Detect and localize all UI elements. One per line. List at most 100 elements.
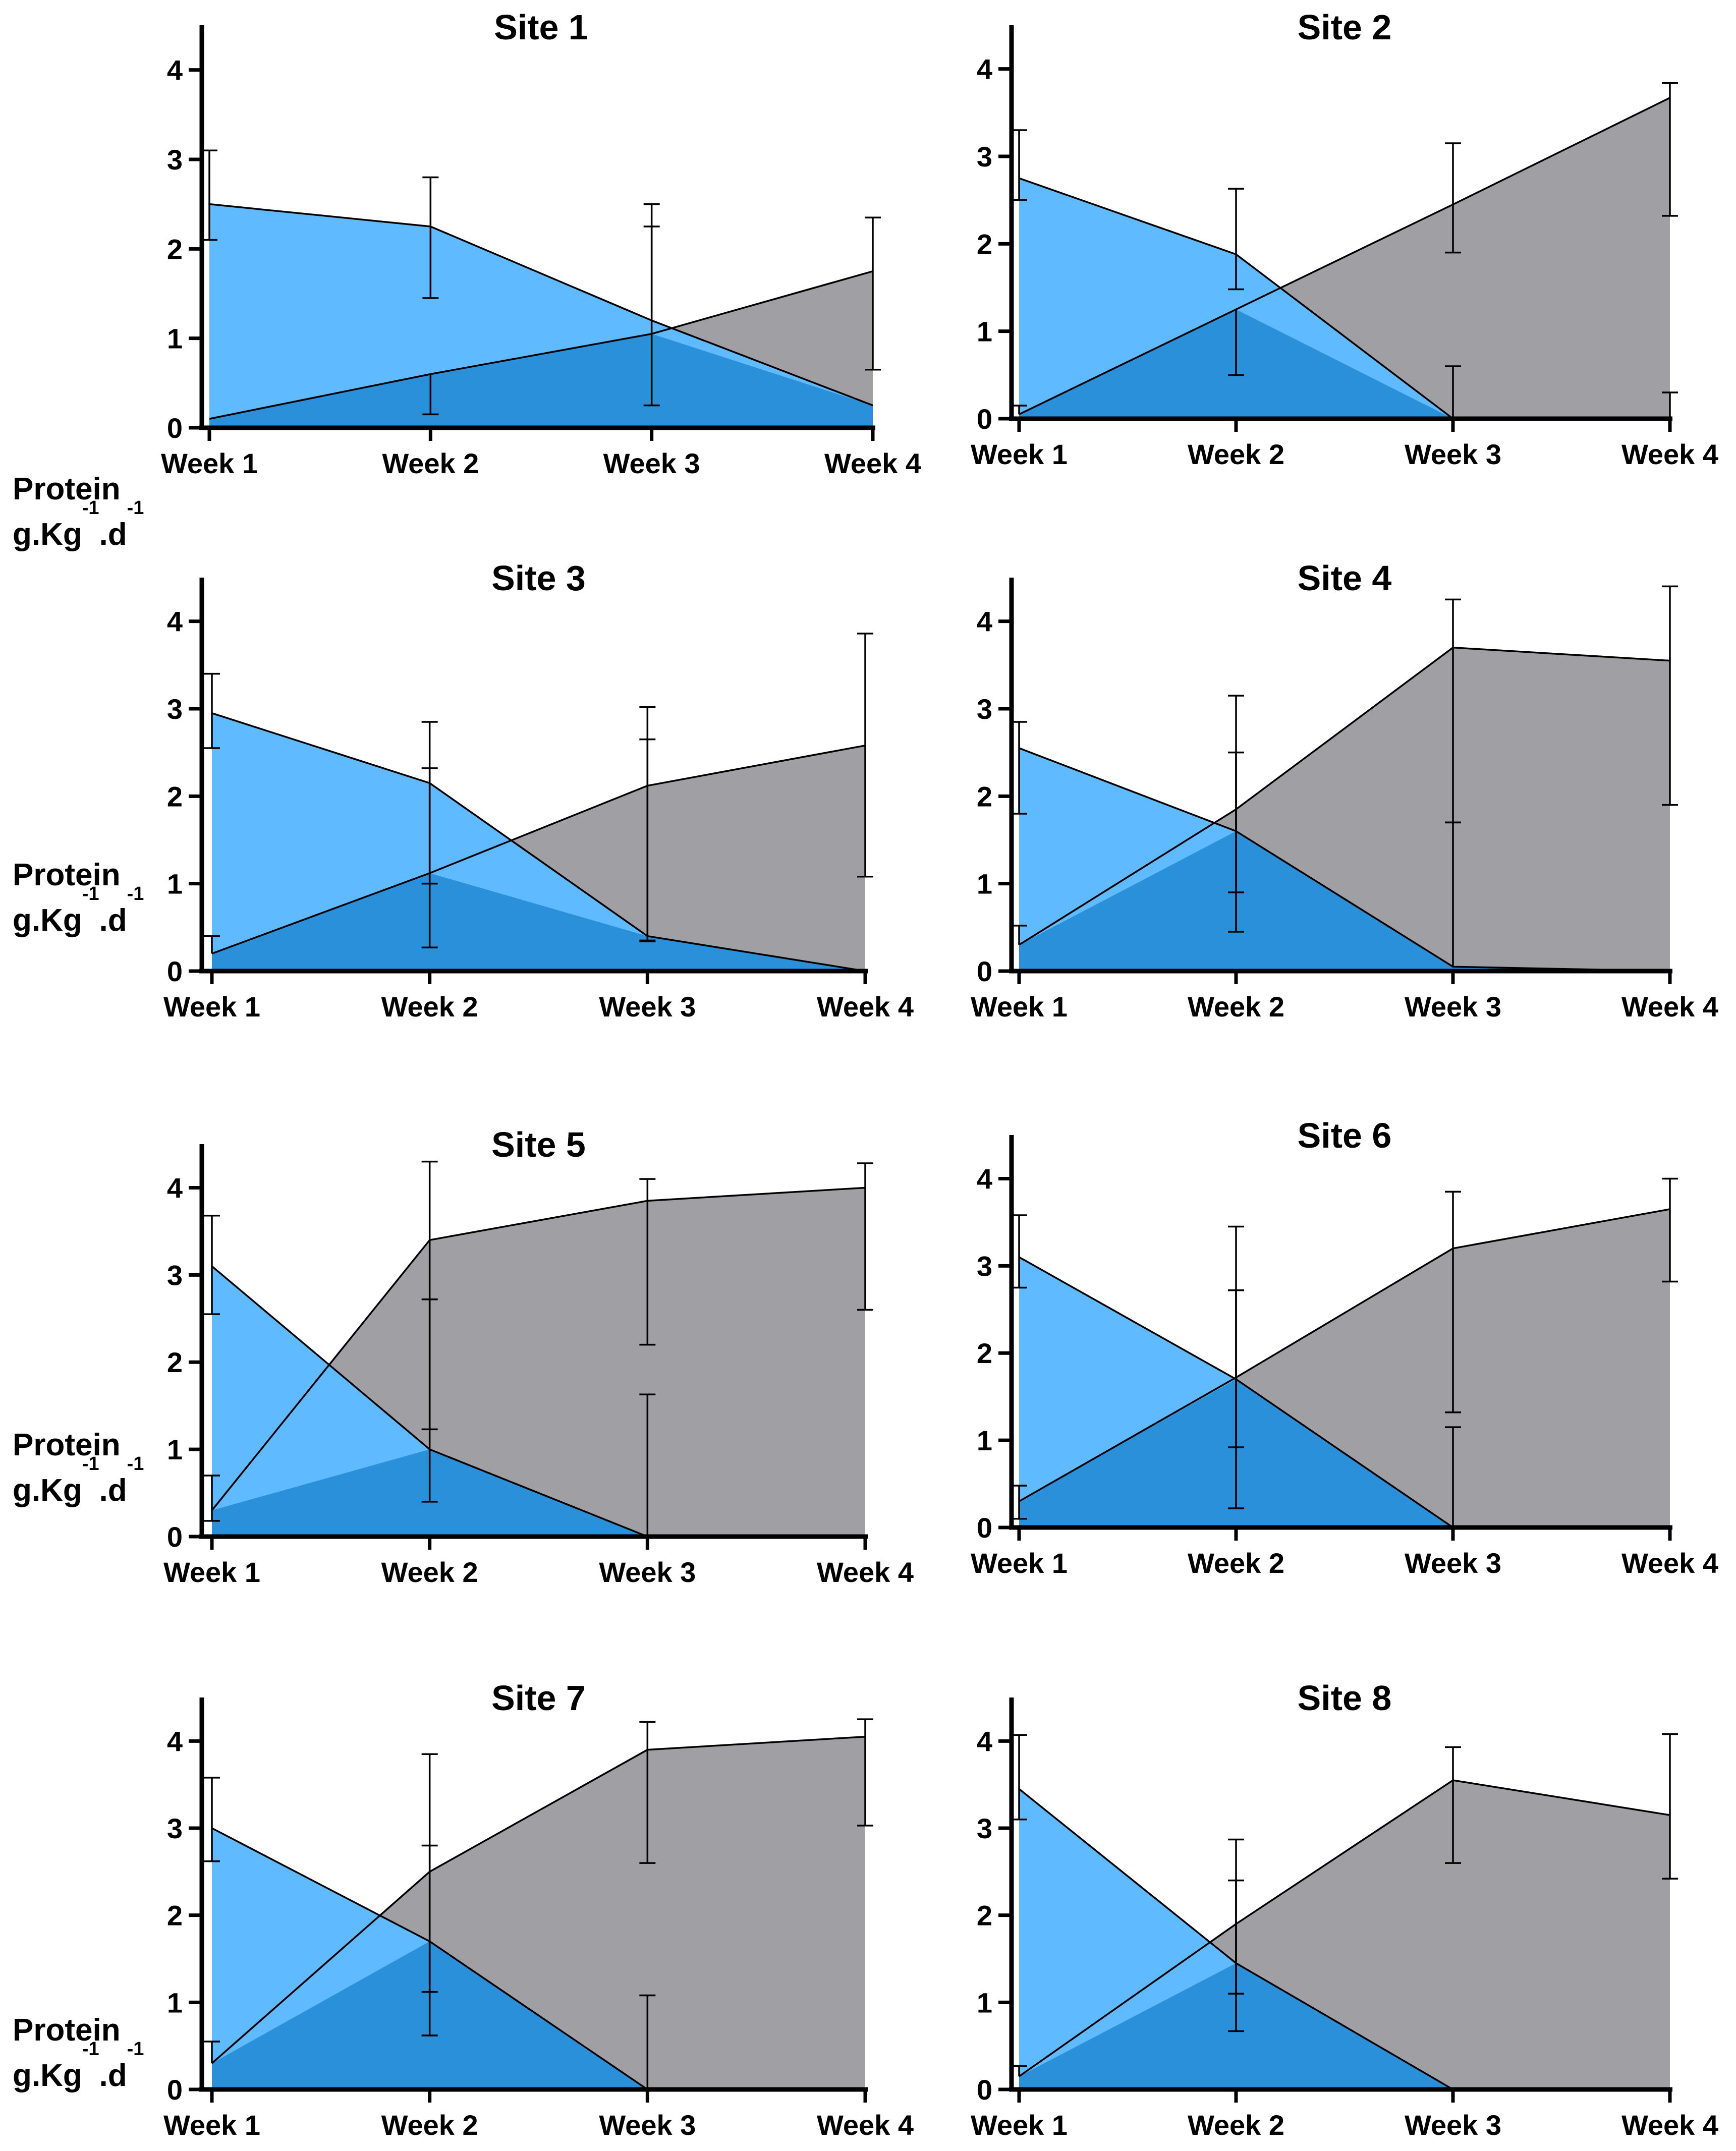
chart-title: Site 2 — [1298, 8, 1392, 47]
y-tick-label: 0 — [977, 1512, 992, 1544]
x-tick-label: Week 2 — [1188, 1547, 1284, 1579]
y-tick-label: 4 — [167, 606, 183, 638]
y-tick-label: 0 — [977, 955, 992, 987]
y-tick-label: 3 — [977, 141, 992, 173]
y-tick-label: 2 — [977, 1900, 992, 1932]
y-tick-label: 4 — [167, 1172, 183, 1204]
chart-panel-8: 0 1 2 3 4 Week 1 Week 2 Week 3 Week 4 Site 8 — [971, 1678, 1718, 2141]
line-series-b — [211, 745, 866, 954]
x-tick-label: Week 2 — [381, 2109, 478, 2141]
y-tick-label: 2 — [977, 228, 992, 260]
chart-panel-7: 0 1 2 3 4 Week 1 Week 2 Week 3 Week 4 Site 7 — [163, 1678, 914, 2141]
error-bar-series-b-3 — [1445, 598, 1461, 824]
error-bar-series-b-4 — [1662, 1733, 1678, 1880]
error-bar-series-a-3 — [639, 1393, 656, 1537]
error-bar-series-b-2 — [1228, 1879, 1244, 1995]
error-bar-series-a-1 — [204, 1777, 220, 1862]
error-bar-series-b-4 — [1662, 585, 1678, 806]
error-bar-series-a-2 — [1228, 188, 1244, 291]
chart-title: Site 3 — [491, 558, 586, 598]
error-bar-series-b-3 — [1445, 1191, 1461, 1413]
chart-title: Site 8 — [1298, 1678, 1392, 1718]
error-bar-series-b-3 — [639, 1721, 656, 1864]
x-tick-label: Week 1 — [163, 1556, 260, 1588]
error-bar-series-a-1 — [204, 672, 220, 749]
y-tick-label: 2 — [977, 780, 992, 812]
y-tick-label: 3 — [977, 1813, 992, 1844]
error-bar-series-b-4 — [857, 1162, 873, 1311]
error-bar-series-b-4 — [857, 633, 873, 878]
error-bar-series-b-1 — [204, 2041, 220, 2064]
x-tick-label: Week 4 — [817, 991, 914, 1023]
error-bar-series-a-1 — [204, 1215, 220, 1315]
y-tick-label: 0 — [977, 2074, 992, 2106]
chart-title: Site 4 — [1298, 558, 1392, 598]
x-tick-label: Week 4 — [817, 1556, 914, 1588]
area-overlap — [1019, 309, 1670, 419]
x-tick-label: Week 1 — [163, 991, 260, 1023]
y-tick-label: 2 — [167, 233, 183, 265]
error-bar-series-b-4 — [1662, 82, 1678, 217]
x-tick-label: Week 4 — [1621, 2109, 1718, 2141]
y-tick-label: 3 — [977, 1250, 992, 1282]
error-bar-series-b-4 — [857, 1718, 873, 1827]
y-axis-label-units: g.Kg-1.d-1 — [13, 1453, 144, 1508]
y-tick-label: 0 — [167, 1521, 183, 1553]
x-tick-label: Week 4 — [1621, 438, 1718, 470]
x-tick-label: Week 2 — [1188, 2109, 1284, 2141]
x-tick-label: Week 4 — [824, 447, 921, 479]
x-tick-label: Week 3 — [1405, 991, 1501, 1023]
chart-title: Site 6 — [1298, 1116, 1392, 1155]
y-tick-label: 3 — [167, 693, 183, 725]
error-bar-series-b-2 — [422, 374, 439, 416]
x-tick-label: Week 1 — [971, 991, 1068, 1023]
x-tick-label: Week 4 — [817, 2109, 914, 2141]
error-bar-series-b-2 — [1228, 1289, 1244, 1509]
chart-panel-3: 0 1 2 3 4 Week 1 Week 2 Week 3 Week 4 Site 3 — [163, 558, 914, 1023]
y-tick-label: 4 — [167, 1725, 183, 1757]
y-tick-label: 3 — [167, 1813, 183, 1844]
line-series-b — [209, 270, 873, 420]
y-axis-label-3: Protein g.Kg-1.d-1 — [13, 1423, 144, 1513]
x-tick-label: Week 2 — [381, 1556, 478, 1588]
y-tick-label: 1 — [977, 1425, 992, 1456]
y-tick-label: 2 — [167, 780, 183, 812]
y-tick-label: 1 — [167, 868, 183, 900]
x-tick-label: Week 1 — [971, 438, 1068, 470]
y-tick-label: 1 — [977, 868, 992, 900]
x-tick-label: Week 2 — [1188, 438, 1284, 470]
y-tick-label: 4 — [167, 54, 183, 86]
y-tick-label: 4 — [977, 1163, 992, 1195]
x-tick-label: Week 3 — [599, 2109, 696, 2141]
x-tick-label: Week 1 — [971, 2109, 1068, 2141]
error-bar-series-b-3 — [1445, 142, 1461, 254]
error-bar-series-b-2 — [1228, 309, 1244, 376]
y-axis-label-line1: Protein — [13, 472, 121, 506]
error-bar-series-b-3 — [1445, 1746, 1461, 1864]
line-series-b — [211, 1735, 866, 2064]
area-overlap — [212, 873, 865, 971]
y-tick-label: 0 — [167, 2074, 183, 2106]
chart-title: Site 7 — [491, 1678, 586, 1718]
y-tick-label: 1 — [167, 1987, 183, 2018]
y-tick-label: 4 — [977, 1725, 992, 1757]
error-bar-series-b-3 — [639, 706, 656, 942]
y-tick-label: 3 — [167, 144, 183, 176]
x-tick-label: Week 3 — [1405, 1547, 1501, 1579]
line-series-b — [1019, 97, 1670, 415]
y-axis-label-4: Protein g.Kg-1.d-1 — [13, 2008, 144, 2099]
line-series-b — [1018, 1779, 1670, 2077]
area-overlap — [209, 333, 873, 428]
x-tick-label: Week 3 — [599, 1556, 696, 1588]
y-axis-label-1: Protein g.Kg-1.d-1 — [13, 467, 144, 557]
chart-title: Site 1 — [494, 8, 588, 47]
y-tick-label: 2 — [167, 1346, 183, 1378]
y-tick-label: 0 — [167, 955, 183, 987]
y-tick-label: 2 — [977, 1337, 992, 1369]
y-axis-label-units: g.Kg-1.d-1 — [13, 497, 144, 552]
y-tick-label: 1 — [167, 1434, 183, 1465]
error-bar-series-b-1 — [204, 1475, 220, 1522]
x-tick-label: Week 3 — [1405, 2109, 1501, 2141]
y-tick-label: 1 — [977, 316, 992, 348]
